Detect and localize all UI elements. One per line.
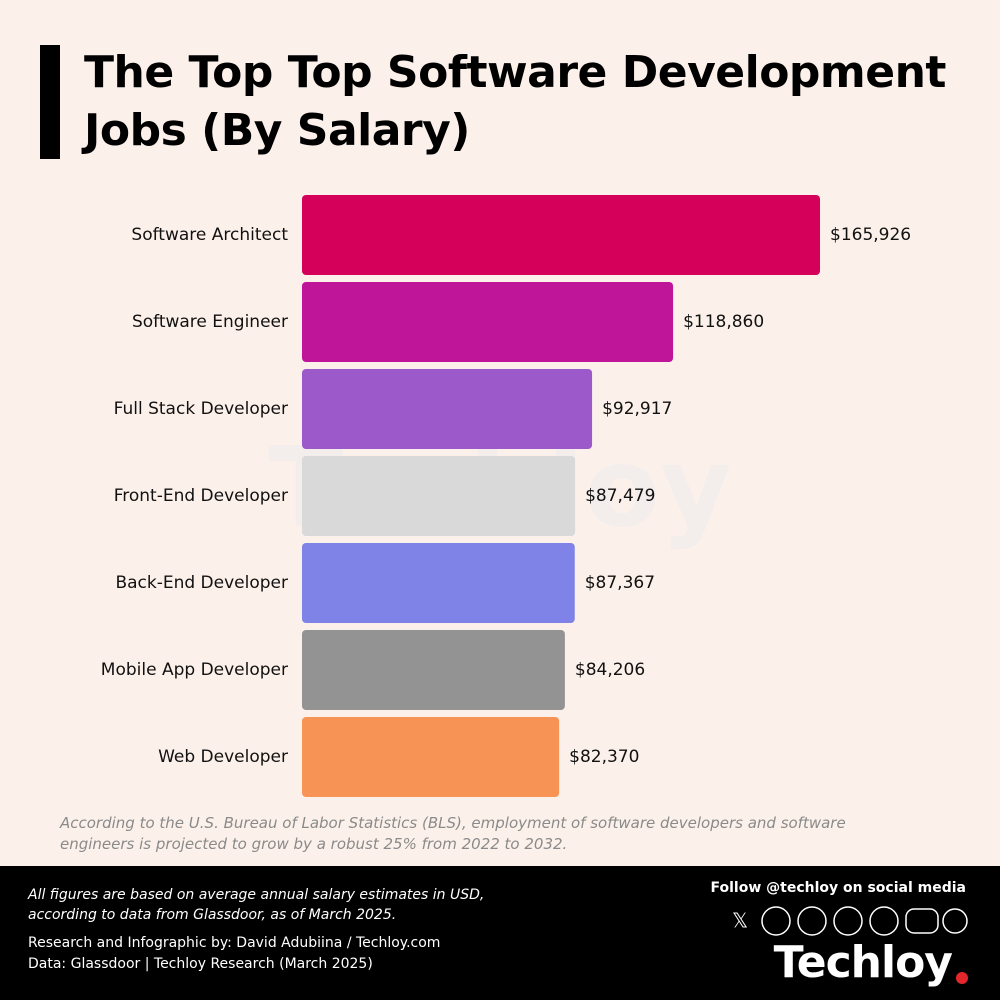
title-accent: [40, 45, 60, 159]
category-label: Full Stack Developer: [114, 399, 288, 419]
icon-x[interactable]: 𝕏: [732, 909, 748, 933]
logo-dot: [956, 972, 968, 984]
value-label: $84,206: [575, 660, 645, 680]
bar: [302, 630, 565, 710]
bar: [302, 282, 674, 362]
category-label: Web Developer: [158, 747, 288, 767]
icon-tiktok[interactable]: [797, 906, 827, 936]
category-label: Software Engineer: [132, 312, 288, 332]
icon-youtube[interactable]: [905, 908, 939, 934]
icon-threads[interactable]: [942, 908, 968, 934]
chart-title: The Top Top Software Development Jobs (B…: [84, 47, 946, 156]
bar: [302, 717, 560, 797]
footnote: According to the U.S. Bureau of Labor St…: [60, 814, 846, 853]
footer-bg: [0, 866, 1000, 1000]
icon-instagram[interactable]: [761, 906, 791, 936]
social-heading: Follow @techloy on social media: [711, 880, 967, 896]
category-label: Software Architect: [131, 225, 288, 245]
icon-facebook[interactable]: [833, 906, 863, 936]
value-label: $118,860: [683, 312, 764, 332]
bar: [302, 456, 576, 536]
bar: [302, 195, 820, 275]
value-label: $165,926: [830, 225, 911, 245]
value-label: $82,370: [569, 747, 639, 767]
footer-source: Data: Glassdoor | Techloy Research (Marc…: [28, 956, 373, 972]
footer-note: All figures are based on average annual …: [28, 887, 485, 923]
footer-credit: Research and Infographic by: David Adubi…: [28, 935, 441, 951]
category-label: Back-End Developer: [115, 573, 288, 593]
value-label: $87,479: [585, 486, 655, 506]
category-label: Mobile App Developer: [101, 660, 288, 680]
logo: Techloy: [774, 937, 953, 988]
category-label: Front-End Developer: [114, 486, 288, 506]
value-label: $87,367: [585, 573, 655, 593]
bar: [302, 369, 593, 449]
social-icons: 𝕏: [732, 906, 968, 936]
value-label: $92,917: [602, 399, 672, 419]
icon-linkedin[interactable]: [869, 906, 899, 936]
bar: [302, 543, 575, 623]
